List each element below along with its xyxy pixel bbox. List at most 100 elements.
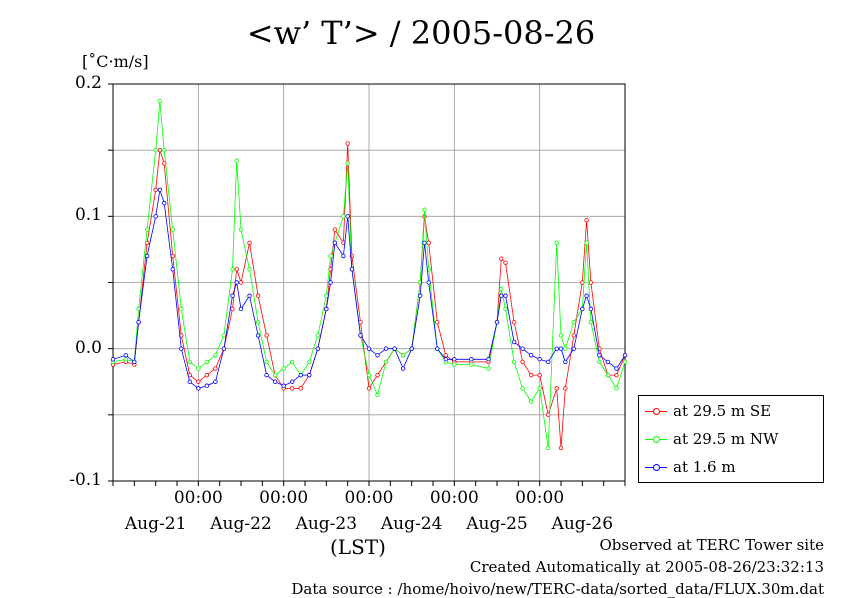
data-point — [298, 372, 303, 378]
data-point — [238, 227, 244, 232]
data-point — [328, 253, 333, 259]
data-point — [153, 187, 158, 193]
data-point — [614, 366, 619, 371]
data-point — [221, 346, 227, 351]
data-point — [622, 359, 628, 365]
data-point — [315, 346, 320, 351]
data-point — [123, 357, 128, 362]
data-point — [349, 267, 355, 272]
data-point — [392, 346, 397, 351]
data-point — [230, 267, 235, 272]
data-point — [123, 353, 128, 358]
data-point — [499, 286, 504, 292]
data-point — [435, 346, 440, 351]
data-point — [247, 240, 252, 245]
y-axis-unit: [˚C·m/s] — [82, 52, 149, 71]
data-point — [179, 306, 184, 312]
data-point — [144, 253, 150, 259]
data-point — [511, 320, 517, 325]
data-point — [238, 280, 244, 285]
x-tick-label-date: Aug-21 — [124, 514, 187, 534]
legend-marker-icon — [653, 436, 660, 443]
data-point — [400, 353, 406, 358]
data-point — [255, 333, 261, 338]
data-point — [546, 445, 551, 451]
data-point — [204, 372, 210, 378]
data-point — [187, 359, 192, 365]
data-point — [307, 359, 312, 365]
data-point — [144, 227, 150, 232]
data-point — [443, 357, 448, 362]
data-point — [537, 386, 542, 391]
data-point — [622, 353, 628, 358]
data-point — [443, 353, 448, 358]
data-point — [264, 359, 269, 365]
data-point — [503, 306, 508, 312]
data-point — [375, 392, 380, 398]
data-point — [255, 320, 261, 325]
data-point — [511, 339, 517, 345]
data-point — [196, 379, 201, 384]
data-point — [426, 280, 431, 285]
data-point — [110, 357, 116, 362]
data-point — [558, 346, 564, 351]
data-point — [157, 147, 163, 153]
data-point — [503, 260, 508, 265]
data-point — [554, 240, 559, 245]
data-point — [563, 386, 568, 391]
data-point — [345, 141, 350, 146]
data-point — [157, 99, 163, 104]
data-point — [528, 372, 534, 378]
data-point — [247, 293, 252, 298]
data-point — [153, 214, 158, 219]
data-point — [383, 359, 389, 365]
data-point — [341, 253, 346, 259]
y-tick-label: 0.0 — [74, 337, 102, 358]
chart-title: <w’ T’> / 2005-08-26 — [246, 14, 596, 52]
data-point — [571, 346, 576, 351]
data-point — [247, 267, 252, 272]
x-tick-label-date: Aug-22 — [210, 514, 272, 534]
data-point — [563, 359, 568, 365]
data-point — [341, 214, 346, 219]
data-point — [563, 346, 568, 351]
data-point — [469, 362, 474, 367]
data-point — [584, 293, 589, 298]
data-point — [234, 267, 239, 272]
data-point — [307, 372, 312, 378]
data-point — [272, 372, 278, 378]
data-point — [196, 386, 201, 391]
data-point — [328, 280, 333, 285]
data-point — [486, 366, 491, 371]
data-point — [315, 333, 320, 338]
data-point — [375, 372, 380, 378]
data-point — [161, 200, 167, 206]
y-tick-label: 0.1 — [74, 205, 102, 226]
data-point — [546, 412, 551, 418]
data-point — [422, 240, 427, 245]
data-point — [332, 227, 338, 232]
footer-site: Observed at TERC Tower site — [599, 536, 824, 554]
data-point — [503, 293, 508, 298]
data-point — [290, 359, 295, 365]
data-point — [400, 366, 406, 371]
x-tick-label-time: 00:00 — [344, 488, 394, 508]
data-point — [452, 357, 457, 362]
x-tick-label-time: 00:00 — [515, 488, 565, 508]
y-tick-label: -0.1 — [69, 470, 102, 490]
data-point — [132, 359, 137, 365]
footer-source: Data source : /home/hoivo/new/TERC-data/… — [291, 580, 824, 598]
data-point — [584, 218, 589, 223]
data-point — [213, 366, 218, 371]
x-tick-label-time: 00:00 — [173, 488, 223, 508]
data-point — [520, 359, 525, 365]
data-point — [588, 306, 594, 312]
data-point — [605, 359, 611, 365]
data-point — [170, 227, 175, 232]
footer-created: Created Automatically at 2005-08-26/23:3… — [469, 558, 824, 576]
data-point — [554, 386, 559, 391]
data-point — [213, 353, 218, 358]
data-point — [272, 379, 278, 384]
data-point — [571, 320, 576, 325]
